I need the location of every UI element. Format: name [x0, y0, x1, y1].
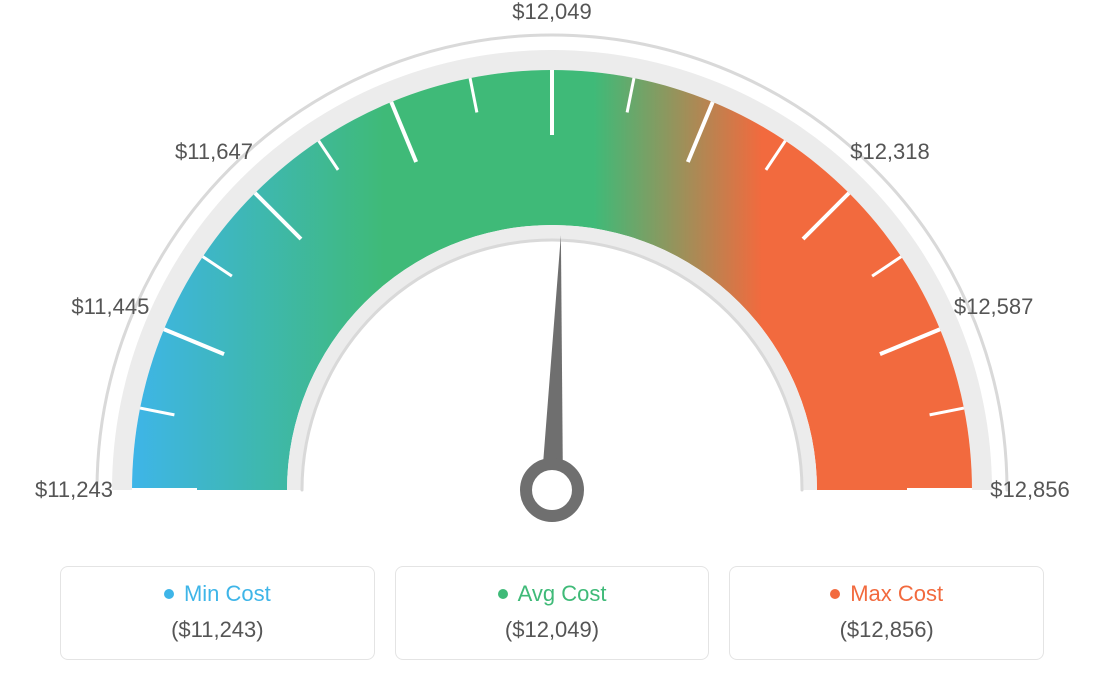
chart-container: $11,243 $11,445 $11,647 $12,049 $12,318 $12,5… — [0, 0, 1104, 690]
avg-cost-value: ($12,049) — [406, 617, 699, 643]
max-cost-header: Max Cost — [740, 581, 1033, 607]
gauge-tick-label: $11,243 — [35, 477, 113, 503]
gauge-chart: $11,243 $11,445 $11,647 $12,049 $12,318 $12,5… — [0, 0, 1104, 550]
gauge-svg — [0, 0, 1104, 550]
avg-dot-icon — [498, 589, 508, 599]
legend-row: Min Cost ($11,243) Avg Cost ($12,049) Ma… — [60, 566, 1044, 660]
max-cost-value: ($12,856) — [740, 617, 1033, 643]
max-cost-label: Max Cost — [850, 581, 943, 607]
gauge-tick-label: $12,049 — [512, 0, 592, 25]
avg-cost-label: Avg Cost — [518, 581, 607, 607]
gauge-tick-label: $11,445 — [71, 294, 149, 320]
min-cost-label: Min Cost — [184, 581, 271, 607]
gauge-tick-label: $11,647 — [175, 139, 253, 165]
gauge-tick-label: $12,856 — [990, 477, 1070, 503]
gauge-tick-label: $12,587 — [954, 294, 1034, 320]
min-cost-card: Min Cost ($11,243) — [60, 566, 375, 660]
min-cost-header: Min Cost — [71, 581, 364, 607]
max-cost-card: Max Cost ($12,856) — [729, 566, 1044, 660]
max-dot-icon — [830, 589, 840, 599]
min-cost-value: ($11,243) — [71, 617, 364, 643]
avg-cost-header: Avg Cost — [406, 581, 699, 607]
min-dot-icon — [164, 589, 174, 599]
avg-cost-card: Avg Cost ($12,049) — [395, 566, 710, 660]
gauge-tick-label: $12,318 — [850, 139, 930, 165]
